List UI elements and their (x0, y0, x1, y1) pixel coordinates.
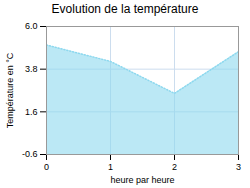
svg-text:3.8: 3.8 (25, 64, 38, 74)
svg-text:6.0: 6.0 (25, 21, 38, 31)
svg-text:2: 2 (172, 162, 177, 172)
svg-text:3: 3 (236, 162, 241, 172)
html-text:Evolution de la température: Evolution de la température (51, 2, 199, 16)
svg-text:-0.6: -0.6 (22, 149, 38, 159)
svg-text:1: 1 (108, 162, 113, 172)
svg-text:Température en °C: Température en °C (5, 52, 15, 128)
svg-text:1.6: 1.6 (25, 107, 38, 117)
svg-text:heure par heure: heure par heure (110, 175, 174, 185)
svg-text:0: 0 (44, 162, 49, 172)
